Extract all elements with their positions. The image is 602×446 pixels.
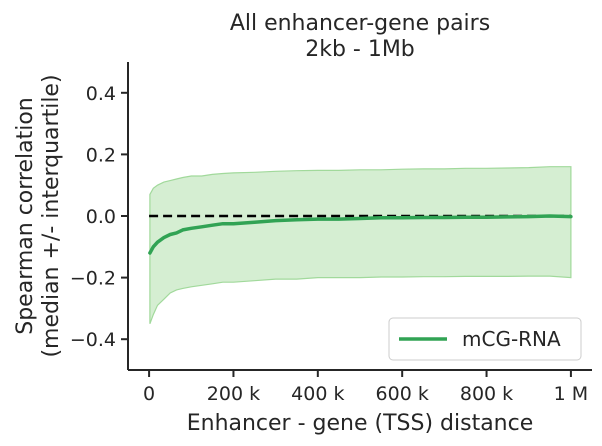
y-tick-label: 0.0 [86, 206, 116, 228]
x-tick-label: 200 k [207, 383, 260, 405]
y-tick-label: −0.4 [70, 329, 116, 351]
x-axis-label: Enhancer - gene (TSS) distance [187, 411, 534, 436]
y-tick-label: −0.2 [70, 268, 116, 290]
chart-title: All enhancer-gene pairs 2kb - 1Mb [230, 11, 490, 62]
legend-label: mCG-RNA [462, 327, 561, 351]
chart-title-line-2: 2kb - 1Mb [305, 37, 415, 62]
axes: −0.4 −0.2 0.0 0.2 0.4 0 200 k 400 k 600 k 800 k 1 … [70, 62, 592, 405]
x-tick-label: 800 k [460, 383, 513, 405]
legend-box [388, 317, 582, 361]
y-tick-label: 0.4 [86, 83, 116, 105]
x-tick-label: 400 k [291, 383, 344, 405]
x-tick-label: 0 [143, 383, 155, 405]
x-tick-label: 600 k [376, 383, 429, 405]
legend: mCG-RNA [388, 317, 582, 361]
y-axis-label: Spearman correlation (median +/- interqu… [13, 74, 64, 357]
x-tick-label: 1 M [554, 383, 589, 405]
plot-area [148, 166, 573, 325]
y-tick-label: 0.2 [86, 144, 116, 166]
chart-title-line-1: All enhancer-gene pairs [230, 11, 490, 36]
y-axis-label-line-1: Spearman correlation [13, 97, 38, 335]
interquartile-band-0 [149, 166, 572, 325]
y-axis-label-line-2: (median +/- interquartile) [39, 74, 64, 357]
median-line-0 [148, 214, 573, 255]
